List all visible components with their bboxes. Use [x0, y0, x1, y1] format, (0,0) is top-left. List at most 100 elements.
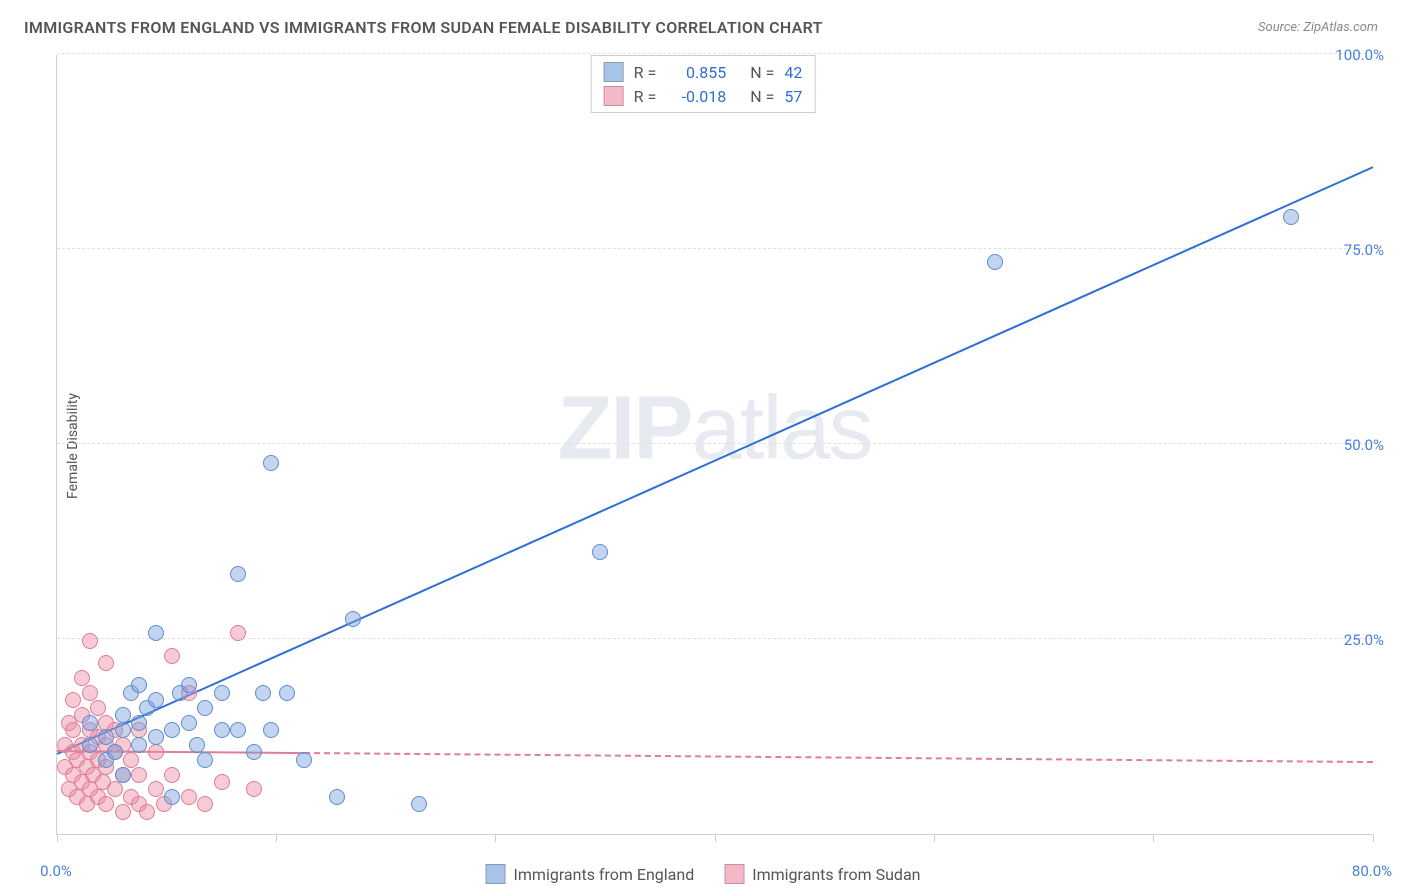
data-point: [98, 729, 114, 745]
data-point: [148, 625, 164, 641]
correlation-legend: R = 0.855 N = 42 R = -0.018 N = 57: [591, 55, 816, 113]
data-point: [255, 685, 271, 701]
gridline: [57, 443, 1372, 444]
y-tick-label: 25.0%: [1344, 631, 1384, 649]
gridline: [57, 638, 1372, 639]
data-point: [246, 744, 262, 760]
data-point: [411, 796, 427, 812]
r-label: R =: [634, 63, 657, 82]
data-point: [115, 707, 131, 723]
y-tick-label: 100.0%: [1335, 46, 1384, 64]
data-point: [82, 737, 98, 753]
data-point: [214, 685, 230, 701]
n-label: N =: [750, 87, 774, 106]
data-point: [65, 692, 81, 708]
data-point: [107, 781, 123, 797]
data-point: [115, 767, 131, 783]
data-point: [148, 781, 164, 797]
data-point: [82, 685, 98, 701]
legend-row: R = 0.855 N = 42: [604, 60, 803, 84]
data-point: [329, 789, 345, 805]
legend-swatch: [604, 86, 624, 106]
data-point: [123, 752, 139, 768]
x-tick: [57, 834, 58, 842]
x-tick: [934, 834, 935, 842]
data-point: [82, 633, 98, 649]
legend-row: R = -0.018 N = 57: [604, 84, 803, 108]
y-tick-label: 75.0%: [1344, 241, 1384, 259]
data-point: [131, 715, 147, 731]
data-point: [82, 715, 98, 731]
r-value: 0.855: [666, 63, 726, 82]
data-point: [181, 677, 197, 693]
data-point: [164, 767, 180, 783]
data-point: [1283, 209, 1299, 225]
data-point: [65, 722, 81, 738]
gridline: [57, 248, 1372, 249]
x-tick-label: 80.0%: [1352, 862, 1392, 880]
data-point: [98, 796, 114, 812]
data-point: [197, 796, 213, 812]
data-point: [230, 722, 246, 738]
trend-line: [57, 167, 1374, 756]
data-point: [345, 611, 361, 627]
data-point: [107, 744, 123, 760]
n-label: N =: [750, 63, 774, 82]
legend-item: Immigrants from Sudan: [724, 864, 920, 884]
data-point: [246, 781, 262, 797]
data-point: [181, 715, 197, 731]
watermark: ZIPatlas: [557, 377, 871, 480]
legend-swatch: [486, 864, 506, 884]
data-point: [230, 625, 246, 641]
legend-swatch: [604, 62, 624, 82]
x-tick: [1153, 834, 1154, 842]
gridline: [57, 53, 1372, 54]
data-point: [148, 692, 164, 708]
x-tick-label: 0.0%: [40, 862, 72, 880]
data-point: [115, 722, 131, 738]
data-point: [189, 737, 205, 753]
data-point: [592, 544, 608, 560]
data-point: [263, 722, 279, 738]
data-point: [164, 789, 180, 805]
data-point: [296, 752, 312, 768]
data-point: [987, 254, 1003, 270]
n-value: 57: [784, 87, 802, 106]
series-legend: Immigrants from England Immigrants from S…: [486, 864, 921, 884]
data-point: [148, 744, 164, 760]
legend-item: Immigrants from England: [486, 864, 695, 884]
data-point: [197, 700, 213, 716]
x-tick: [276, 834, 277, 842]
x-tick: [1373, 834, 1374, 842]
n-value: 42: [784, 63, 802, 82]
x-tick: [495, 834, 496, 842]
data-point: [131, 737, 147, 753]
data-point: [214, 774, 230, 790]
r-value: -0.018: [666, 87, 726, 106]
data-point: [230, 566, 246, 582]
legend-label: Immigrants from England: [514, 865, 695, 884]
chart-plot-area: ZIPatlas: [56, 55, 1372, 835]
source-attribution: Source: ZipAtlas.com: [1258, 20, 1378, 35]
legend-label: Immigrants from Sudan: [752, 865, 920, 884]
data-point: [263, 455, 279, 471]
data-point: [131, 767, 147, 783]
data-point: [214, 722, 230, 738]
data-point: [115, 804, 131, 820]
data-point: [74, 670, 90, 686]
x-tick: [715, 834, 716, 842]
data-point: [164, 722, 180, 738]
legend-swatch: [724, 864, 744, 884]
data-point: [131, 677, 147, 693]
data-point: [197, 752, 213, 768]
data-point: [139, 804, 155, 820]
data-point: [98, 655, 114, 671]
trend-line-extrapolated: [304, 752, 1373, 763]
chart-title: IMMIGRANTS FROM ENGLAND VS IMMIGRANTS FR…: [24, 18, 823, 37]
data-point: [181, 789, 197, 805]
r-label: R =: [634, 87, 657, 106]
data-point: [279, 685, 295, 701]
data-point: [148, 729, 164, 745]
y-tick-label: 50.0%: [1344, 436, 1384, 454]
data-point: [90, 700, 106, 716]
